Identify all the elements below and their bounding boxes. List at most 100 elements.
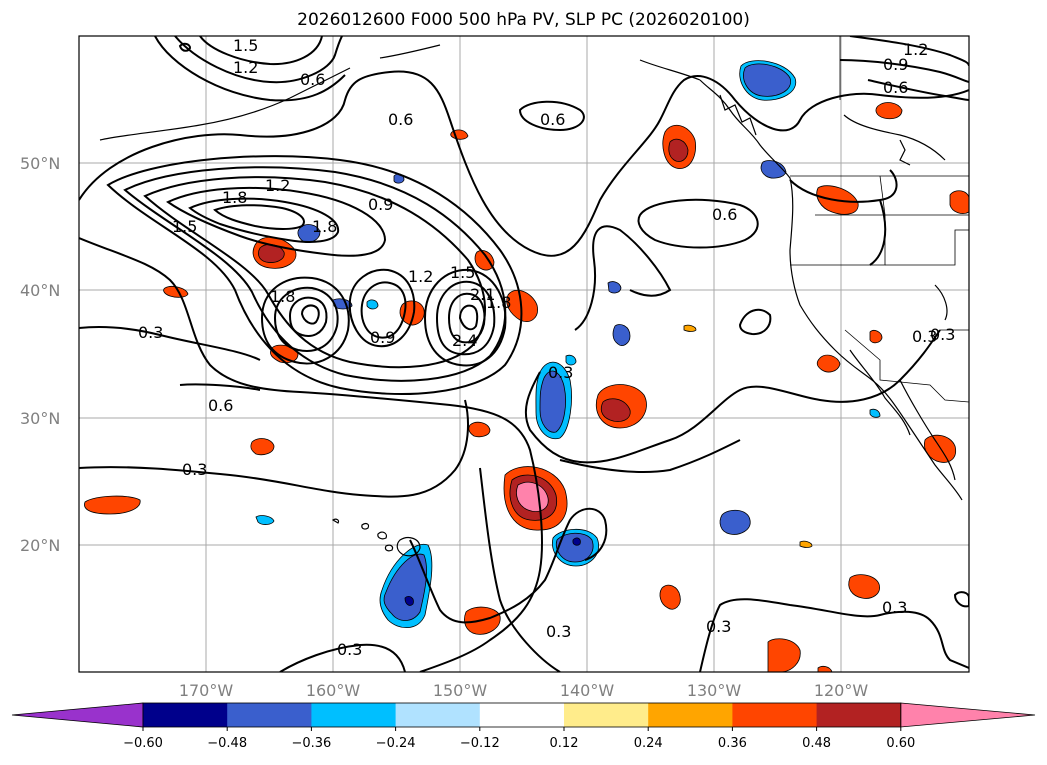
contour-label: 0.3 xyxy=(138,323,163,342)
pv-blob xyxy=(659,584,681,610)
colorbar-segment xyxy=(311,703,397,727)
colorbar-tick-label: −0.36 xyxy=(291,736,331,751)
graticule xyxy=(79,36,969,672)
pv-blob xyxy=(869,330,883,344)
pv-blob xyxy=(683,324,697,332)
contour-label: 2.1 xyxy=(470,285,495,304)
lat-label: 40°N xyxy=(20,281,60,300)
pv-blob xyxy=(799,540,813,548)
pv-blob xyxy=(474,250,495,271)
colorbar-tick-label: −0.12 xyxy=(460,736,500,751)
contour-label: 1.2 xyxy=(233,58,258,77)
pv-blob xyxy=(612,324,631,346)
colorbar-tick-label: −0.24 xyxy=(376,736,416,751)
contour-label: 2.4 xyxy=(452,331,477,350)
contour-label: 0.6 xyxy=(208,396,233,415)
colorbar-segment xyxy=(648,703,733,727)
contour-label: 1.5 xyxy=(233,36,258,55)
pv-blob xyxy=(383,553,427,621)
pv-blob xyxy=(565,354,577,366)
contour-label: 1.8 xyxy=(270,287,295,306)
colorbar-tick-label: 0.60 xyxy=(886,736,915,751)
contour-label: 0.3 xyxy=(912,327,937,346)
colorbar-segment xyxy=(479,703,565,727)
contour-label: 0.3 xyxy=(882,598,907,617)
borders xyxy=(790,36,969,403)
longitude-labels: 170°W 160°W 150°W 140°W 130°W 120°W xyxy=(179,681,869,700)
pv-blob xyxy=(949,190,969,214)
colorbar-tick-label: −0.60 xyxy=(123,736,163,751)
lat-label: 50°N xyxy=(20,154,60,173)
colorbar-border xyxy=(142,702,902,728)
contour-label: 0.3 xyxy=(546,622,571,641)
pv-positive-anomalies xyxy=(84,102,969,672)
contour-label: 0.6 xyxy=(712,205,737,224)
pv-blob xyxy=(84,495,141,515)
coastlines xyxy=(99,44,963,557)
colorbar-tick-label: 0.24 xyxy=(634,736,663,751)
pv-blob xyxy=(404,596,414,606)
pv-blob xyxy=(668,138,689,162)
colorbar-segments xyxy=(11,702,1036,728)
contour-label: 1.2 xyxy=(903,40,928,59)
contour-label: 1.5 xyxy=(450,263,475,282)
pv-blob xyxy=(506,289,538,322)
lat-label: 20°N xyxy=(20,536,60,555)
pv-blob xyxy=(719,509,751,535)
pv-blob xyxy=(816,354,841,373)
pv-blob xyxy=(297,224,321,243)
colorbar-extend-low xyxy=(11,702,144,728)
pv-blob xyxy=(572,537,581,546)
colorbar-tick-label: 0.36 xyxy=(718,736,747,751)
lon-label: 160°W xyxy=(306,681,361,700)
contour-label: 0.3 xyxy=(182,460,207,479)
pv-blob xyxy=(760,160,787,179)
contour-label: 1.8 xyxy=(486,293,511,312)
lon-label: 170°W xyxy=(179,681,234,700)
colorbar-segment xyxy=(816,703,902,727)
pv-negative-anomalies xyxy=(255,60,881,629)
contour-label: 0.9 xyxy=(370,328,395,347)
map-border xyxy=(78,35,970,673)
colorbar-ticks: −0.60 −0.48 −0.36 −0.24 −0.12 0.12 0.24 0.36 0.4… xyxy=(123,727,915,751)
contour-label: 0.3 xyxy=(930,325,955,344)
pv-blob xyxy=(848,574,880,599)
colorbar-segment xyxy=(732,703,818,727)
colorbar-tick-label: −0.48 xyxy=(207,736,247,751)
latitude-labels: 50°N 40°N 30°N 20°N xyxy=(20,154,60,555)
slp-contours xyxy=(79,36,969,672)
lon-label: 120°W xyxy=(814,681,869,700)
map-area xyxy=(79,36,969,672)
contour-label: 1.2 xyxy=(265,176,290,195)
pv-blob xyxy=(255,515,275,525)
contour-label: 0.3 xyxy=(548,363,573,382)
contour-label: 0.6 xyxy=(540,110,565,129)
colorbar-tick-label: 0.12 xyxy=(550,736,579,751)
lon-label: 130°W xyxy=(687,681,742,700)
pv-blob xyxy=(555,532,594,563)
colorbar-segment xyxy=(227,703,312,727)
pv-blob xyxy=(817,665,833,672)
pv-blob xyxy=(875,102,903,120)
lat-label: 30°N xyxy=(20,409,60,428)
pv-blob xyxy=(743,63,791,97)
contour-label: 0.6 xyxy=(883,78,908,97)
pv-blob xyxy=(250,438,275,456)
contour-label: 1.8 xyxy=(222,188,247,207)
colorbar-segment xyxy=(143,703,228,727)
contour-label: 0.3 xyxy=(706,617,731,636)
contour-label: 0.9 xyxy=(368,195,393,214)
colorbar-segment xyxy=(564,703,649,727)
colorbar: −0.60 −0.48 −0.36 −0.24 −0.12 0.12 0.24 0.36 0.4… xyxy=(11,702,1036,751)
contour-label: 0.6 xyxy=(300,70,325,89)
contour-label: 1.5 xyxy=(172,217,197,236)
lon-label: 140°W xyxy=(560,681,615,700)
colorbar-segment xyxy=(395,703,481,727)
contour-label: 0.6 xyxy=(388,110,413,129)
colorbar-tick-label: 0.48 xyxy=(802,736,831,751)
pv-blob xyxy=(468,421,491,438)
map-title: 2026012600 F000 500 hPa PV, SLP PC (2026… xyxy=(297,10,750,30)
colorbar-extend-high xyxy=(900,702,1036,728)
contour-labels: 1.5 1.2 0.6 1.2 0.9 0.6 0.6 0.6 1.2 1.8 … xyxy=(138,36,955,659)
